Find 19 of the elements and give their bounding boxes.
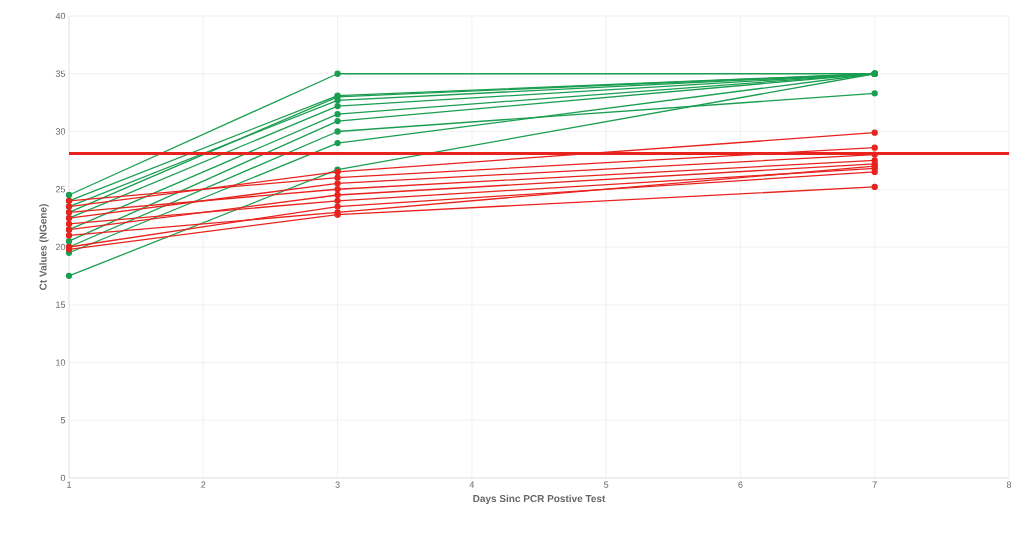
y-tick-label: 25 <box>55 186 66 193</box>
y-tick-label: 30 <box>55 128 66 135</box>
x-tick-label: 5 <box>604 481 609 488</box>
y-axis-title: Ct Values (NGene) <box>39 204 49 290</box>
x-tick-label: 6 <box>738 481 743 488</box>
y-tick-label: 40 <box>55 12 66 20</box>
x-tick-label: 8 <box>1006 481 1012 488</box>
y-tick-label: 5 <box>60 417 66 424</box>
x-tick-label: 2 <box>201 481 206 488</box>
x-tick-label: 1 <box>67 481 72 488</box>
x-tick-label: 4 <box>469 481 475 488</box>
y-tick-label: 35 <box>55 70 66 77</box>
y-tick-label: 10 <box>56 359 66 366</box>
y-tick-label: 15 <box>56 301 66 308</box>
x-tick-label: 7 <box>872 481 877 488</box>
y-tick-label: 20 <box>55 243 66 251</box>
y-tick-label: 0 <box>60 474 66 482</box>
x-axis-title: Days Sinc PCR Postive Test <box>473 494 606 505</box>
x-tick-label: 3 <box>335 481 340 488</box>
